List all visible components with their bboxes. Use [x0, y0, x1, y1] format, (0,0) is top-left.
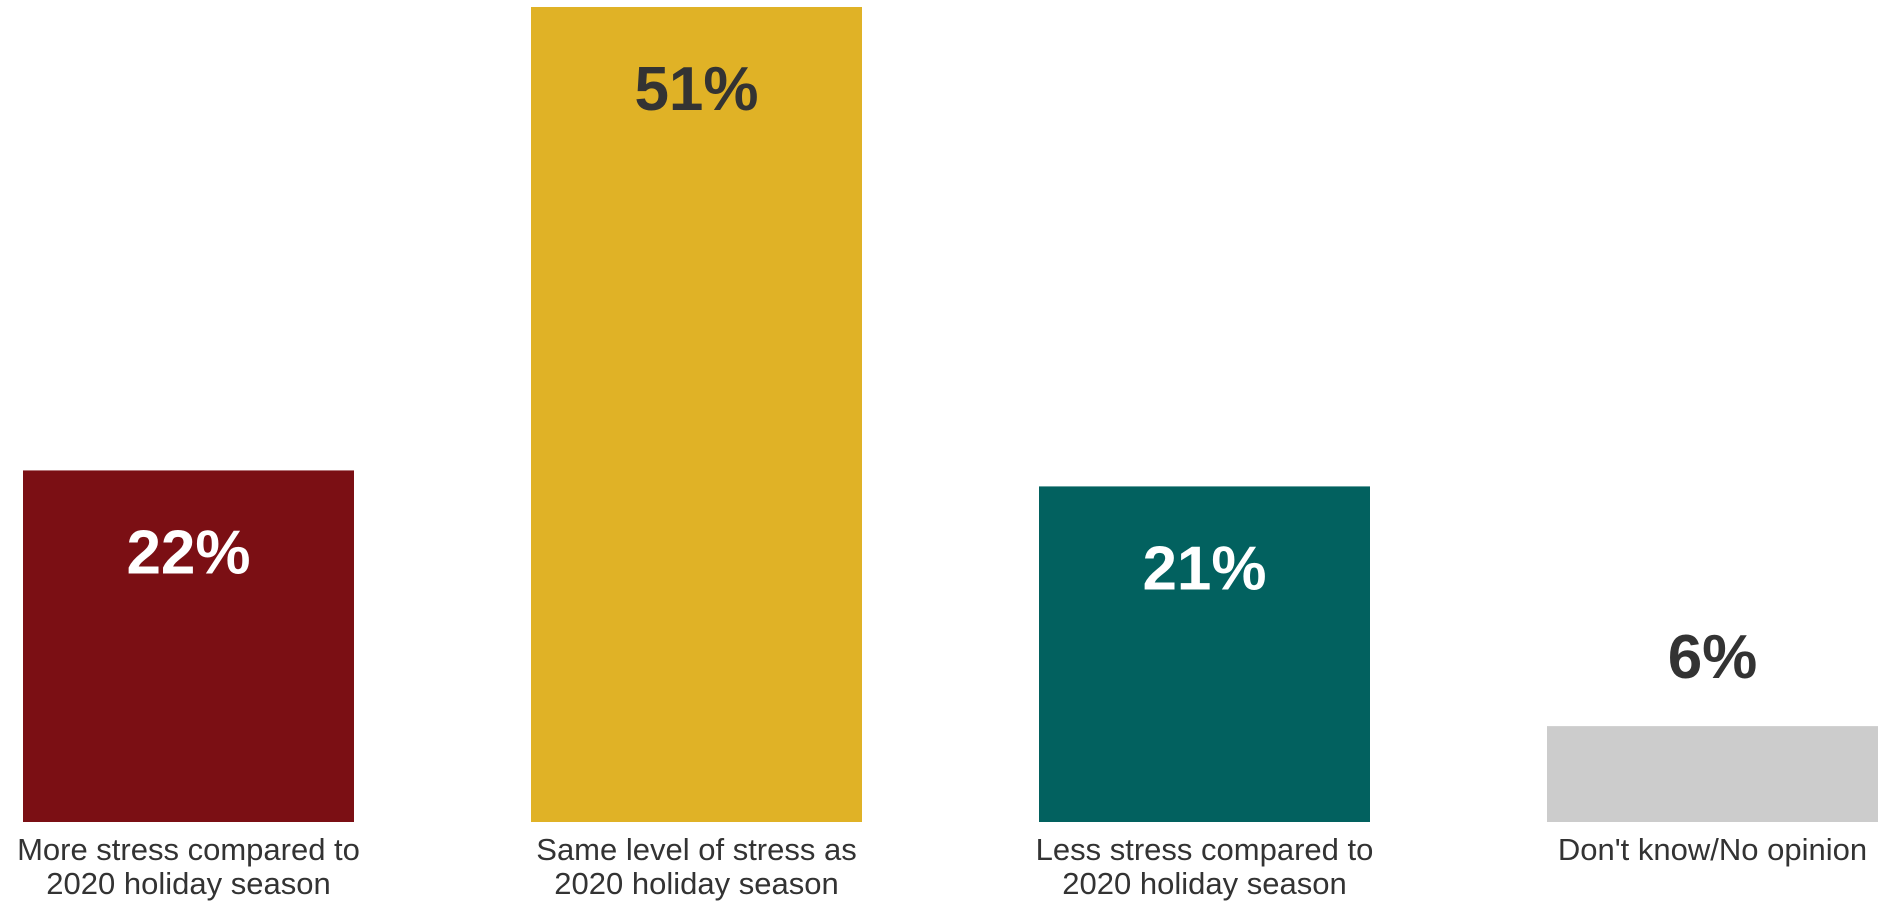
value-labels-group: 22% 51% 21% 6% [126, 55, 1757, 692]
value-label-2: 21% [1142, 534, 1266, 603]
category-label-line: More stress compared to [17, 832, 360, 867]
category-label-line: Don't know/No opinion [1558, 832, 1867, 867]
category-label-line: 2020 holiday season [46, 866, 330, 901]
value-label-0: 22% [126, 518, 250, 587]
bar-0 [23, 470, 354, 822]
value-label-3: 6% [1668, 623, 1758, 692]
category-label-line: Less stress compared to [1036, 832, 1374, 867]
bar-1 [531, 7, 862, 822]
category-label-2: Less stress compared to 2020 holiday seas… [1036, 832, 1374, 901]
category-label-line: 2020 holiday season [1062, 866, 1346, 901]
bars-group [23, 7, 1878, 822]
value-label-1: 51% [634, 55, 758, 124]
category-label-0: More stress compared to 2020 holiday seas… [17, 832, 360, 901]
bar-3 [1547, 726, 1878, 822]
category-label-line: 2020 holiday season [554, 866, 838, 901]
category-label-line: Same level of stress as [536, 832, 856, 867]
bar-2 [1039, 486, 1370, 822]
category-label-1: Same level of stress as 2020 holiday seas… [536, 832, 856, 901]
category-label-3: Don't know/No opinion [1558, 832, 1867, 867]
category-labels-group: More stress compared to 2020 holiday seas… [17, 832, 1867, 901]
